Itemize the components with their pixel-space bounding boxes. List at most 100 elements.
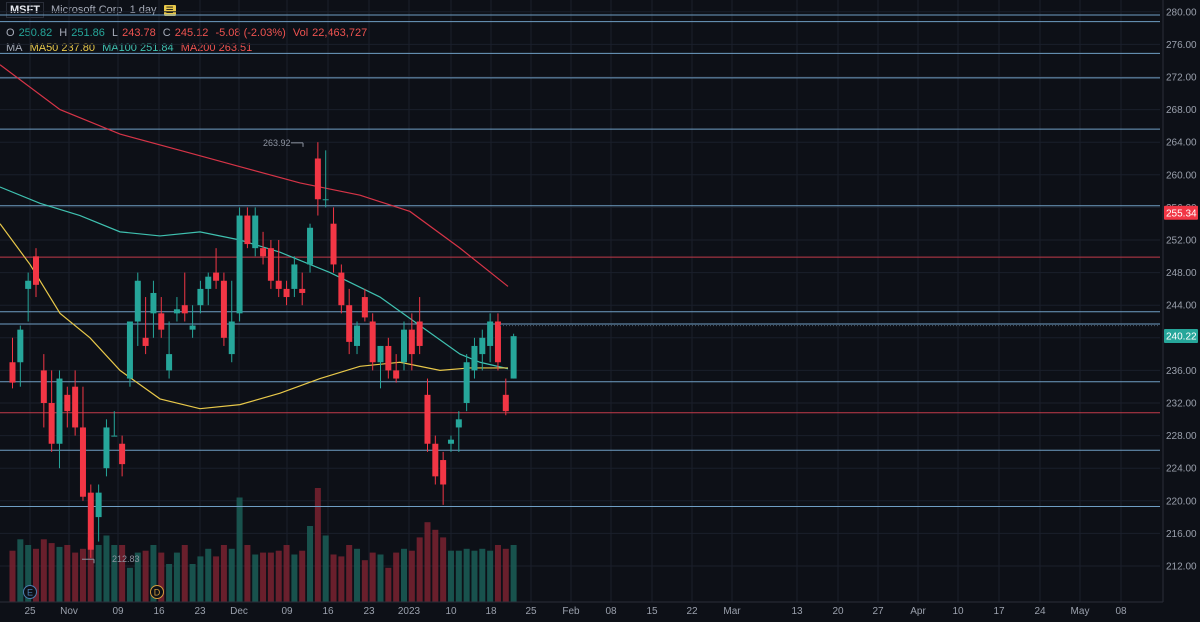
x-tick-label: 09 (281, 606, 293, 617)
candle-body[interactable] (87, 492, 94, 550)
x-tick-label: 15 (646, 606, 658, 617)
candle-body[interactable] (432, 443, 439, 477)
x-tick-label: Dec (230, 606, 248, 617)
candle-body[interactable] (385, 345, 392, 371)
volume-bar (408, 550, 415, 602)
ma100-line (0, 186, 509, 370)
candle-body[interactable] (56, 378, 63, 444)
candle-body[interactable] (291, 264, 298, 289)
volume-bar (369, 552, 376, 602)
volume-bar (307, 526, 314, 602)
candle-body[interactable] (275, 280, 282, 289)
x-tick-label: 16 (322, 606, 334, 617)
candle-body[interactable] (111, 435, 118, 437)
close-label: C (162, 27, 171, 39)
candle-body[interactable] (330, 223, 337, 265)
candle-body[interactable] (32, 256, 39, 285)
volume-bar (103, 535, 110, 602)
volume-bar (197, 556, 204, 602)
candle-body[interactable] (322, 199, 329, 201)
candle-body[interactable] (134, 280, 141, 322)
open-label: O (6, 27, 15, 39)
event-marker[interactable] (23, 585, 37, 599)
candle-body[interactable] (260, 248, 267, 257)
candle-body[interactable] (338, 272, 345, 306)
candle-body[interactable] (17, 329, 24, 363)
candle-body[interactable] (244, 215, 251, 245)
candle-body[interactable] (189, 325, 196, 330)
menu-icon[interactable]: ☰ (163, 5, 176, 16)
candle-body[interactable] (236, 215, 243, 314)
candle-body[interactable] (314, 158, 321, 200)
price-badge[interactable] (1164, 205, 1198, 220)
candle-body[interactable] (150, 292, 157, 314)
event-marker[interactable] (150, 585, 164, 599)
candle-body[interactable] (307, 227, 314, 265)
candle-body[interactable] (173, 309, 180, 314)
price-annotation: 263.92 (263, 138, 291, 148)
y-tick-label: 260.00 (1166, 170, 1197, 181)
x-tick-label: 09 (112, 606, 124, 617)
symbol-label[interactable]: MSFT (6, 2, 44, 18)
candle-body[interactable] (25, 280, 32, 289)
candle-body[interactable] (119, 443, 126, 465)
candle-body[interactable] (252, 215, 259, 249)
candle-body[interactable] (487, 321, 494, 346)
candle-body[interactable] (166, 354, 173, 371)
candle-body[interactable] (354, 325, 361, 346)
candle-body[interactable] (48, 403, 55, 444)
candle-body[interactable] (346, 305, 353, 342)
candle-body[interactable] (401, 329, 407, 363)
candle-body[interactable] (455, 419, 462, 428)
volume-bar (432, 529, 439, 602)
candle-body[interactable] (369, 321, 376, 363)
candle-body[interactable] (72, 386, 79, 428)
candle-body[interactable] (197, 288, 204, 306)
candle-body[interactable] (79, 427, 86, 497)
candle-body[interactable] (502, 394, 509, 412)
candle-body[interactable] (299, 288, 306, 293)
change-value: -5.08 (-2.03%) (215, 27, 286, 39)
volume-bar (275, 550, 282, 602)
candle-body[interactable] (447, 439, 454, 444)
candle-body[interactable] (126, 321, 133, 379)
candle-body[interactable] (408, 329, 415, 355)
volume-bar (338, 556, 345, 602)
candle-body[interactable] (471, 345, 478, 371)
candle-body[interactable] (393, 370, 400, 379)
candle-body[interactable] (64, 394, 71, 412)
candle-body[interactable] (283, 288, 290, 298)
candle-body[interactable] (9, 362, 16, 383)
candle-body[interactable] (510, 336, 517, 379)
volume-bar (346, 545, 353, 602)
candle-body[interactable] (479, 337, 486, 355)
ma-label[interactable]: MA (6, 42, 23, 54)
candle-body[interactable] (40, 370, 47, 403)
candle-body[interactable] (361, 297, 368, 318)
candle-body[interactable] (205, 276, 212, 289)
price-badge[interactable] (1164, 329, 1198, 344)
volume-bar (393, 552, 400, 602)
candle-body[interactable] (267, 248, 274, 281)
candle-body[interactable] (377, 345, 384, 363)
candle-body[interactable] (463, 362, 470, 403)
candle-body[interactable] (95, 492, 102, 518)
candle-body[interactable] (181, 305, 188, 314)
volume-bar (322, 535, 329, 602)
open-value: 250.82 (18, 27, 53, 39)
interval-label[interactable]: 1 day (129, 4, 157, 16)
candle-body[interactable] (158, 313, 165, 330)
candle-body[interactable] (142, 337, 149, 346)
candle-body[interactable] (440, 460, 447, 485)
candle-body[interactable] (213, 272, 220, 281)
x-tick-label: 10 (952, 606, 964, 617)
candle-body[interactable] (416, 321, 423, 346)
event-marker-label: D (154, 588, 161, 598)
volume-bar (252, 554, 259, 602)
candle-body[interactable] (220, 280, 227, 338)
candle-body[interactable] (494, 321, 501, 363)
candle-body[interactable] (424, 394, 431, 444)
candle-body[interactable] (228, 321, 235, 355)
candle-body[interactable] (103, 427, 110, 469)
